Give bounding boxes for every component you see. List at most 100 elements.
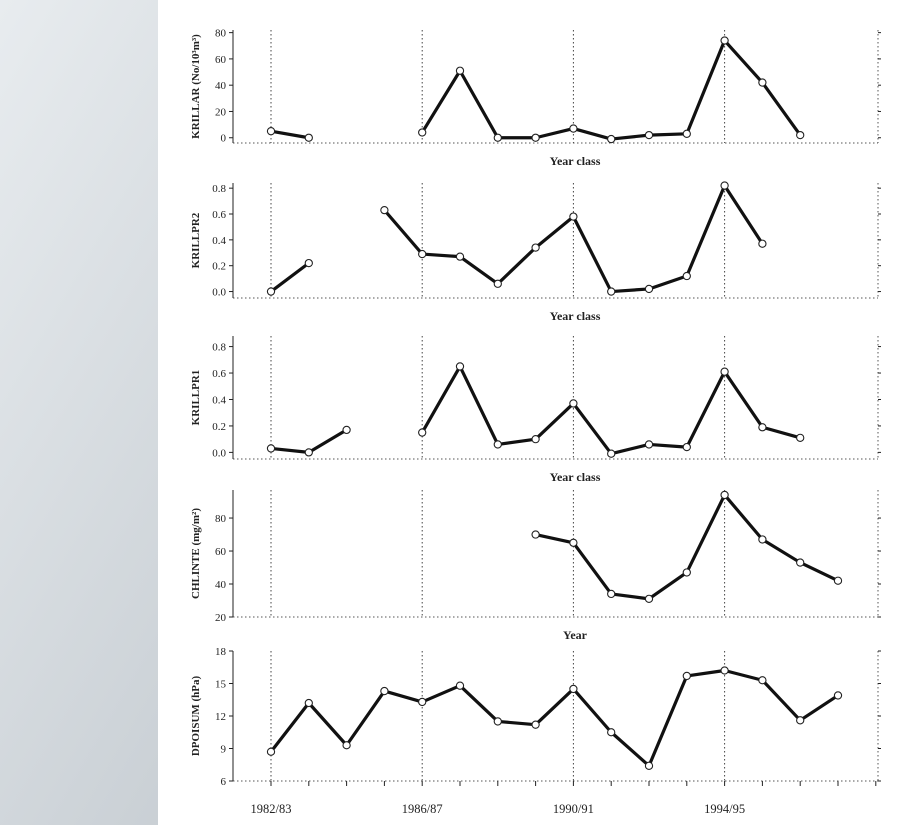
y-tick-label: 0.4 bbox=[212, 235, 226, 247]
data-point bbox=[266, 287, 276, 296]
data-point bbox=[304, 698, 313, 708]
data-point bbox=[682, 568, 691, 577]
data-point bbox=[418, 428, 427, 437]
data-point bbox=[266, 127, 276, 136]
data-point bbox=[682, 129, 691, 138]
y-axis-label: KRILLAR (No/10³m³) bbox=[190, 34, 202, 139]
data-point bbox=[569, 212, 578, 221]
y-tick-label: 20 bbox=[215, 612, 227, 624]
series-line bbox=[534, 493, 840, 601]
x-tick-label: 1982/83 bbox=[251, 802, 292, 816]
data-point bbox=[380, 686, 389, 696]
data-point bbox=[682, 671, 691, 681]
subplot-4: 20 40 60 80 CHLINTE (mg/m²) Year bbox=[190, 490, 881, 642]
y-tick-label: 0.8 bbox=[212, 342, 226, 354]
data-point bbox=[607, 449, 616, 458]
data-point bbox=[644, 761, 654, 770]
series-line bbox=[269, 668, 840, 768]
y-tick-label: 18 bbox=[215, 646, 227, 658]
y-tick-label: 0.6 bbox=[212, 209, 226, 221]
x-axis-label: Year bbox=[563, 628, 588, 642]
y-axis-label: KRILLPR2 bbox=[190, 212, 202, 268]
data-point bbox=[418, 697, 427, 707]
data-point bbox=[493, 440, 502, 449]
data-point bbox=[607, 134, 616, 144]
subplot-3: 0.0 0.2 0.4 0.6 0.8 KRILLPR1 Year class bbox=[190, 336, 881, 484]
data-point bbox=[796, 130, 805, 140]
data-point bbox=[682, 442, 691, 452]
subplot-5: 6 9 12 15 18 DPOISUM (hPa) bbox=[190, 646, 881, 788]
data-point bbox=[720, 181, 729, 190]
y-tick-label: 15 bbox=[215, 679, 227, 691]
subplot-2: 0.0 0.2 0.4 0.6 0.8 KRILLPR2 Year class bbox=[190, 181, 881, 323]
data-point bbox=[682, 271, 691, 281]
y-tick-label: 60 bbox=[215, 54, 227, 66]
y-axis-label: DPOISUM (hPa) bbox=[190, 675, 202, 756]
data-point bbox=[531, 435, 540, 444]
subplot-1: 0 20 40 60 80 KRILLAR (No/10³m³) Year class bbox=[190, 28, 881, 168]
data-point bbox=[455, 66, 465, 75]
series-line bbox=[269, 261, 311, 294]
data-point bbox=[569, 124, 578, 133]
y-tick-label: 80 bbox=[215, 28, 227, 40]
data-point bbox=[531, 530, 540, 539]
data-point bbox=[455, 362, 465, 371]
y-tick-label: 0.8 bbox=[212, 183, 226, 195]
y-tick-label: 0.2 bbox=[212, 261, 226, 273]
y-tick-label: 6 bbox=[221, 776, 227, 788]
series-line bbox=[420, 38, 802, 141]
data-point bbox=[266, 747, 276, 756]
x-axis-label: Year class bbox=[550, 309, 601, 323]
data-point bbox=[531, 133, 540, 142]
data-point bbox=[833, 691, 843, 700]
y-axis-label: KRILLPR1 bbox=[190, 370, 202, 426]
data-point bbox=[833, 576, 843, 585]
figure-panel: 0 20 40 60 80 KRILLAR (No/10³m³) Year class 0.0… bbox=[158, 0, 921, 825]
x-tick-label: 1990/91 bbox=[553, 802, 594, 816]
series-line bbox=[420, 364, 802, 456]
data-point bbox=[607, 728, 616, 737]
data-point bbox=[304, 258, 313, 268]
data-point bbox=[720, 490, 729, 500]
data-point bbox=[455, 252, 465, 261]
y-tick-label: 0.6 bbox=[212, 368, 226, 380]
data-point bbox=[304, 133, 313, 142]
series-line bbox=[269, 129, 311, 140]
data-point bbox=[644, 440, 654, 449]
y-tick-label: 0 bbox=[221, 133, 227, 145]
data-point bbox=[607, 287, 616, 296]
y-tick-label: 60 bbox=[215, 546, 227, 558]
data-point bbox=[342, 425, 351, 435]
data-point bbox=[569, 399, 578, 408]
data-point bbox=[455, 681, 465, 690]
data-point bbox=[758, 423, 767, 432]
data-point bbox=[531, 720, 540, 729]
data-point bbox=[569, 538, 578, 547]
y-tick-label: 20 bbox=[215, 106, 227, 118]
data-point bbox=[720, 36, 729, 45]
y-axis-label: CHLINTE (mg/m²) bbox=[190, 508, 202, 599]
data-point bbox=[607, 589, 616, 599]
x-axis-label: Year class bbox=[550, 154, 601, 168]
data-point bbox=[266, 444, 276, 453]
x-axis-label: Year class bbox=[550, 470, 601, 484]
data-point bbox=[493, 279, 502, 288]
y-tick-label: 9 bbox=[221, 744, 227, 756]
data-point bbox=[796, 433, 805, 442]
y-tick-label: 0.2 bbox=[212, 421, 226, 433]
x-tick-label: 1994/95 bbox=[704, 802, 745, 816]
data-point bbox=[758, 676, 767, 685]
data-point bbox=[644, 284, 654, 294]
data-point bbox=[720, 367, 729, 376]
data-point bbox=[380, 205, 389, 215]
x-tick-label: 1986/87 bbox=[402, 802, 443, 816]
data-point bbox=[758, 78, 767, 87]
data-point bbox=[493, 133, 502, 142]
y-tick-label: 0.0 bbox=[212, 447, 226, 459]
data-point bbox=[304, 448, 313, 457]
data-point bbox=[758, 239, 767, 248]
data-point bbox=[569, 684, 578, 694]
data-point bbox=[493, 717, 502, 726]
data-point bbox=[796, 558, 805, 567]
